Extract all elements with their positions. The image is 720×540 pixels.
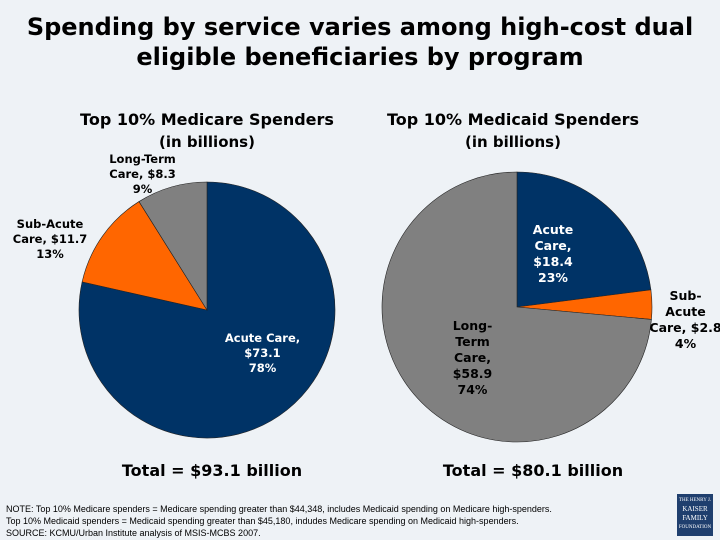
medicare-pie-subtitle: (in billions) [159,133,255,151]
medicaid-total: Total = $80.1 billion [442,461,624,480]
medicare-acute-label: Acute Care, $73.1 78% [224,331,301,375]
medicaid-slice-acute-care [516,171,652,308]
title-line-1: Spending by service varies among high-co… [26,13,694,41]
medicare-sub-acute-label: Sub-Acute Care, $11.7 13% [12,217,88,261]
medicare-slice-acute-care [78,181,336,439]
note-line: NOTE: Top 10% Medicare spenders = Medica… [6,504,552,514]
source-line: SOURCE: KCMU/Urban Institute analysis of… [6,528,261,538]
medicaid-sub-acute-label: Sub- Acute Care, $2.8 4% [649,288,720,351]
medicare-slice-sub-acute-care [81,201,208,311]
medicaid-pie-subtitle: (in billions) [465,133,561,151]
medicaid-acute-label: Acute Care, $18.4 23% [532,222,574,285]
slide-title: Spending by service varies among high-co… [0,12,720,72]
medicaid-long-term-label: Long- Term Care, $58.9 74% [452,318,493,397]
medicare-slice-long-term-care [138,181,208,312]
medicare-pie-title: Top 10% Medicare Spenders [80,110,334,129]
note-line: Top 10% Medicaid spenders = Medicaid spe… [6,516,519,526]
kaiser-family-foundation-logo: THE HENRY J. KAISER FAMILY FOUNDATION [677,494,713,536]
medicare-long-term-label: Long-Term Care, $8.3 9% [109,152,176,196]
medicaid-pie-title: Top 10% Medicaid Spenders [386,110,640,129]
medicare-total: Total = $93.1 billion [121,461,303,480]
footnotes: NOTE: Top 10% Medicare spenders = Medica… [6,503,552,539]
title-line-2: eligible beneficiaries by program [136,43,584,71]
medicaid-slice-long-term-care [381,171,652,443]
